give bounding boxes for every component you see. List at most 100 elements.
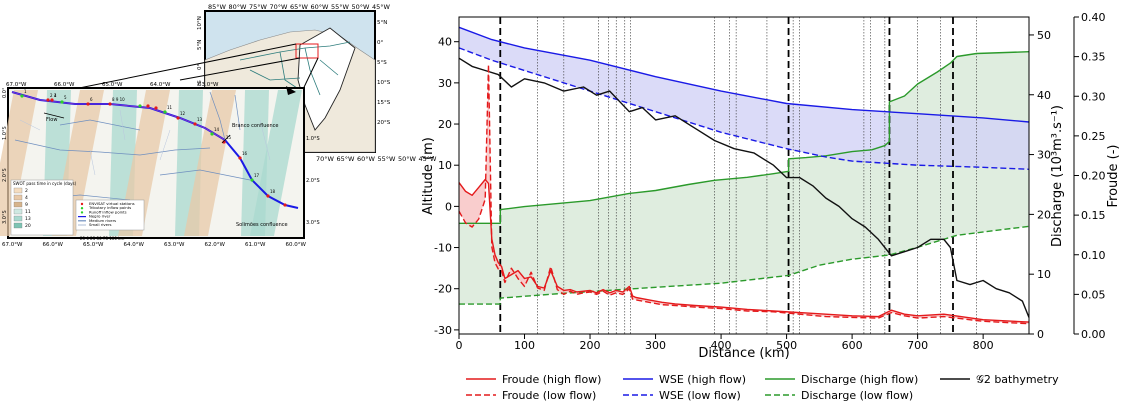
main-lon-ticks-bottom: 67.0°W 66.0°W 65.0°W 64.0°W 63.0°W 62.0°W 61.0…	[2, 242, 306, 248]
chart-legend: Froude (high flow) Froude (low flow) WSE…	[466, 373, 1059, 401]
legend-discharge-low: Discharge (low flow)	[765, 389, 913, 401]
legend-label-wse-low: WSE (low flow)	[659, 389, 741, 401]
main-lon-tick-bottom: 61.0°W	[245, 242, 266, 248]
main-lon-tick-bottom: 66.0°W	[43, 242, 64, 248]
legend-bathymetry: 𝒢2 bathymetry	[940, 373, 1059, 386]
altitude-tick-label: -10	[434, 242, 452, 255]
x-tick-label: 700	[907, 339, 928, 352]
froude-tick-label: 0.35	[1081, 51, 1106, 64]
main-lon-tick-bottom: 64.0°W	[124, 242, 145, 248]
legend-item-label: Negro river	[89, 214, 111, 219]
legend-label-discharge-low: Discharge (low flow)	[801, 389, 913, 401]
inset-lon-tick: 55°W	[331, 3, 350, 11]
inset-lon-tick: 60°W	[311, 3, 330, 11]
altitude-tick-label: 0	[445, 200, 452, 213]
main-lat-tick-right: 2.0°S	[306, 178, 320, 184]
froude-axis-ticks: 0.00 0.05 0.10 0.15 0.20 0.25 0.30 0.35 0.40	[1074, 11, 1106, 341]
station-point	[176, 116, 180, 120]
froude-tick-label: 0.40	[1081, 11, 1106, 24]
main-lat-tick-left: 3.0°S	[2, 210, 8, 224]
inset-lon-tick: 50°W	[352, 3, 371, 11]
inset-lon-tick-bottom: 70°W	[316, 155, 335, 163]
legend-day-swatch	[13, 194, 23, 201]
inset-lat-tick-right: 5°N	[377, 20, 387, 26]
station-point	[146, 104, 150, 108]
inset-lat-tick: 0°	[197, 64, 203, 70]
altitude-tick-label: 10	[438, 159, 452, 172]
bathymetry-line	[458, 57, 1030, 318]
profile-chart: 0 100 200 300 400 500 600 700 800 -30-20-1001020…	[421, 11, 1121, 361]
inset-lon-tick: 70°W	[270, 3, 289, 11]
station-number: 4	[54, 93, 57, 98]
station-number: 1	[24, 89, 27, 94]
station-point	[238, 156, 242, 160]
altitude-tick-label: -20	[434, 283, 452, 296]
legend-item-label: Runoff inflow points	[89, 209, 127, 214]
altitude-axis-label: Altitude (m)	[421, 137, 436, 215]
inset-lat-ticks-right: 5°N 0° 5°S 10°S 15°S 20°S	[377, 20, 391, 126]
legend-label-bathymetry: 𝒢2 bathymetry	[976, 373, 1059, 386]
inset-lat-tick: 5°S	[197, 80, 203, 90]
x-tick-label: 0	[456, 339, 463, 352]
plot-frame	[458, 16, 1030, 335]
station-number: 15	[226, 135, 232, 140]
station-point	[163, 110, 167, 114]
inset-lat-tick-right: 10°S	[377, 80, 391, 86]
legend-label-froude-high: Froude (high flow)	[502, 373, 601, 386]
flow-arrow	[43, 112, 65, 119]
legend-label-discharge-high: Discharge (high flow)	[801, 373, 918, 386]
map-legend-title: SWOT pass time in cycle (days)	[13, 181, 77, 186]
station-point	[108, 102, 112, 106]
legend-day-label: 11	[25, 209, 31, 215]
map-legend: SWOT pass time in cycle (days) 249111320…	[10, 179, 145, 241]
inset-zoom-box	[295, 43, 319, 59]
discharge-tick-label: 0	[1037, 328, 1044, 341]
map-scale-label: 25 0 25 50 75 100 km	[80, 236, 124, 241]
branco-arrow	[221, 134, 231, 144]
negro-river-highlight	[11, 91, 226, 141]
flow-label: Flow	[46, 117, 57, 123]
x-axis-ticks: 0 100 200 300 400 500 600 700 800	[456, 334, 994, 352]
main-lon-tick-top: 63.0°W	[198, 82, 219, 88]
discharge-tick-label: 50	[1037, 29, 1051, 42]
legend-day-label: 2	[25, 188, 28, 194]
north-arrow-icon	[286, 86, 296, 95]
discharge-high-line	[459, 51, 1030, 225]
discharge-tick-label: 30	[1037, 149, 1051, 162]
froude-tick-label: 0.05	[1081, 288, 1106, 301]
main-lon-tick-bottom: 62.0°W	[205, 242, 226, 248]
swot-swaths	[0, 90, 302, 236]
fill-areas	[459, 27, 1029, 324]
station-point	[193, 122, 197, 126]
station-number: 14	[214, 127, 220, 132]
legend-item-label: Medium rivers	[89, 218, 116, 223]
medium-rivers	[14, 91, 251, 201]
inset-lat-tick: 10°N	[197, 16, 203, 30]
station-point	[138, 104, 142, 108]
inset-lon-tick-bottom: 60°W	[357, 155, 376, 163]
station-point	[86, 102, 90, 106]
zoom-line-2	[179, 57, 301, 81]
main-lat-tick-left: 0.0°	[2, 87, 8, 98]
froude-high-line	[458, 178, 1030, 323]
altitude-tick-label: 40	[438, 36, 452, 49]
station-number: 11	[167, 105, 173, 110]
station-point	[50, 98, 54, 102]
x-tick-label: 200	[580, 339, 601, 352]
legend-day-label: 9	[25, 202, 28, 208]
legend-item-label: Small rivers	[89, 222, 112, 227]
station-point	[154, 106, 158, 110]
altitude-axis-ticks: -30 -20 -10 0 10 20 30 40	[434, 36, 459, 337]
main-lon-tick-bottom: 63.0°W	[164, 242, 185, 248]
station-number: 6	[90, 97, 93, 102]
inset-lon-tick-bottom: 65°W	[337, 155, 356, 163]
inset-lon-tick-bottom: 45°W	[419, 155, 438, 163]
froude-tick-label: 0.20	[1081, 170, 1106, 183]
inset-lon-ticks: 85°W 70°W 80°W 65°W 75°W 60°W 70°W 55°W 65°W 50°W…	[208, 3, 437, 163]
inset-lon-tick-bottom: 55°W	[378, 155, 397, 163]
main-lat-tick-right: 1.0°S	[306, 136, 320, 142]
froude-axis-label: Froude (-)	[1106, 144, 1121, 207]
legend-froude-low: Froude (low flow)	[466, 389, 596, 401]
